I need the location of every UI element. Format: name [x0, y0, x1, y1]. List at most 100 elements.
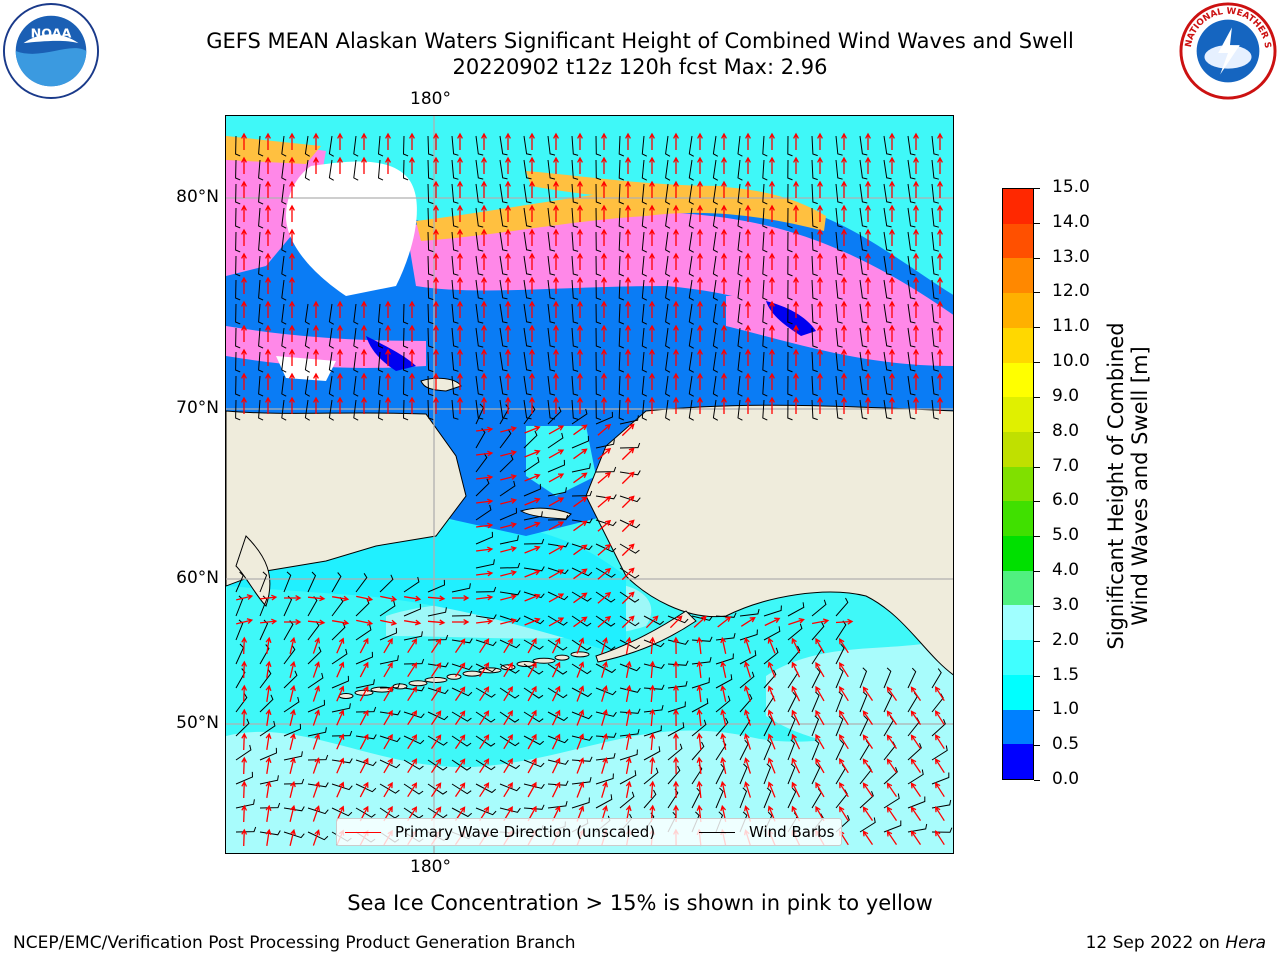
wave-direction-arrow	[625, 660, 632, 679]
wind-barb	[762, 159, 768, 181]
wind-barb	[259, 694, 274, 713]
wind-barb	[328, 399, 334, 421]
wind-barb	[499, 303, 508, 324]
wave-direction-arrow	[433, 252, 439, 270]
wind-barb	[595, 375, 602, 397]
wave-direction-arrow	[505, 348, 511, 366]
wave-direction-arrow	[313, 156, 319, 174]
wave-direction-arrow	[910, 758, 922, 773]
wave-direction-arrow	[505, 324, 511, 342]
wind-barb	[907, 279, 916, 300]
wind-barb	[402, 159, 409, 181]
wave-direction-arrow	[597, 495, 612, 508]
wind-barb	[427, 231, 434, 253]
wave-direction-arrow	[457, 204, 463, 222]
wave-direction-arrow	[337, 300, 343, 318]
wave-direction-arrow	[862, 758, 874, 773]
wave-direction-arrow	[454, 734, 466, 749]
wind-barb	[763, 739, 772, 761]
wave-direction-arrow	[793, 324, 799, 342]
wave-direction-arrow	[385, 324, 391, 342]
wave-direction-arrow	[265, 660, 272, 678]
wind-barb	[331, 758, 353, 764]
wave-direction-arrow	[503, 662, 513, 678]
wave-direction-arrow	[625, 708, 632, 727]
colorbar-segment	[1003, 258, 1033, 294]
wave-direction-arrow	[841, 300, 847, 318]
wind-barb	[907, 375, 916, 396]
wind-barb	[859, 791, 874, 809]
wind-barb	[883, 183, 892, 204]
wave-direction-arrow	[356, 619, 374, 626]
wind-barb	[571, 375, 579, 396]
wind-barb	[235, 826, 257, 833]
legend-item-wind-barbs: Wind Barbs	[699, 823, 834, 841]
wind-barb	[595, 303, 602, 325]
wave-direction-arrow	[336, 709, 345, 726]
wind-barb	[641, 183, 648, 205]
aleutian-island	[338, 693, 354, 699]
wave-direction-arrow	[717, 616, 732, 628]
wind-barb	[451, 135, 459, 156]
wind-barb	[547, 735, 569, 744]
wave-direction-arrow	[524, 593, 541, 602]
wave-direction-arrow	[361, 396, 367, 414]
wind-barb	[907, 207, 916, 228]
wave-direction-arrow	[865, 228, 871, 246]
wave-direction-arrow	[524, 473, 541, 482]
wave-direction-arrow	[551, 757, 561, 774]
wave-direction-arrow	[433, 204, 439, 222]
wind-barb	[547, 459, 566, 473]
wind-barb	[281, 255, 287, 277]
wave-direction-arrow	[383, 637, 393, 654]
wind-barb	[883, 303, 892, 324]
wave-direction-arrow	[481, 156, 487, 174]
wave-direction-arrow	[289, 732, 296, 750]
wave-direction-arrow	[673, 348, 679, 366]
wind-barb	[883, 159, 892, 180]
colorbar-tick-mark	[1034, 571, 1040, 573]
wave-direction-arrow	[573, 424, 588, 436]
wave-direction-arrow	[265, 636, 272, 654]
colorbar-tick-label: 2.0	[1052, 629, 1080, 650]
wave-direction-arrow	[649, 372, 655, 390]
wave-direction-arrow	[696, 636, 703, 655]
wave-direction-arrow	[289, 276, 295, 294]
wind-barb	[619, 663, 641, 672]
aleutian-island	[554, 654, 570, 661]
wave-direction-arrow	[289, 132, 295, 150]
wind-barb	[763, 647, 779, 665]
wave-direction-arrow	[597, 447, 612, 460]
wind-barb	[283, 751, 303, 761]
wave-direction-arrow	[913, 252, 919, 270]
wave-direction-arrow	[481, 372, 487, 390]
wave-direction-arrow	[743, 661, 752, 678]
wind-barb	[451, 207, 459, 228]
wave-direction-arrow	[865, 276, 871, 294]
wave-direction-arrow	[937, 276, 943, 294]
wind-barb	[235, 399, 241, 421]
wind-barb	[835, 207, 843, 228]
wind-barb	[712, 159, 719, 181]
wind-barb	[307, 646, 322, 665]
wind-barb	[427, 759, 448, 771]
wave-direction-arrow	[505, 300, 511, 318]
wave-direction-arrow	[289, 780, 296, 798]
wind-barb	[402, 351, 409, 373]
wave-direction-arrow	[577, 276, 583, 294]
wind-barb	[907, 159, 916, 180]
wave-direction-arrow	[337, 324, 343, 342]
colorbar-tick-mark	[1034, 745, 1040, 747]
wave-direction-arrow	[791, 685, 801, 702]
wave-direction-arrow	[841, 252, 847, 270]
wave-direction-arrow	[359, 733, 369, 750]
wind-barb	[619, 708, 641, 714]
wave-direction-arrow	[457, 396, 463, 414]
wind-barb	[307, 727, 327, 737]
wave-direction-arrow	[553, 132, 559, 150]
wave-direction-arrow	[457, 252, 463, 270]
wind-barb	[595, 231, 602, 253]
wave-direction-arrow	[383, 709, 393, 726]
wind-barb	[762, 375, 768, 397]
wave-direction-arrow	[289, 396, 295, 414]
